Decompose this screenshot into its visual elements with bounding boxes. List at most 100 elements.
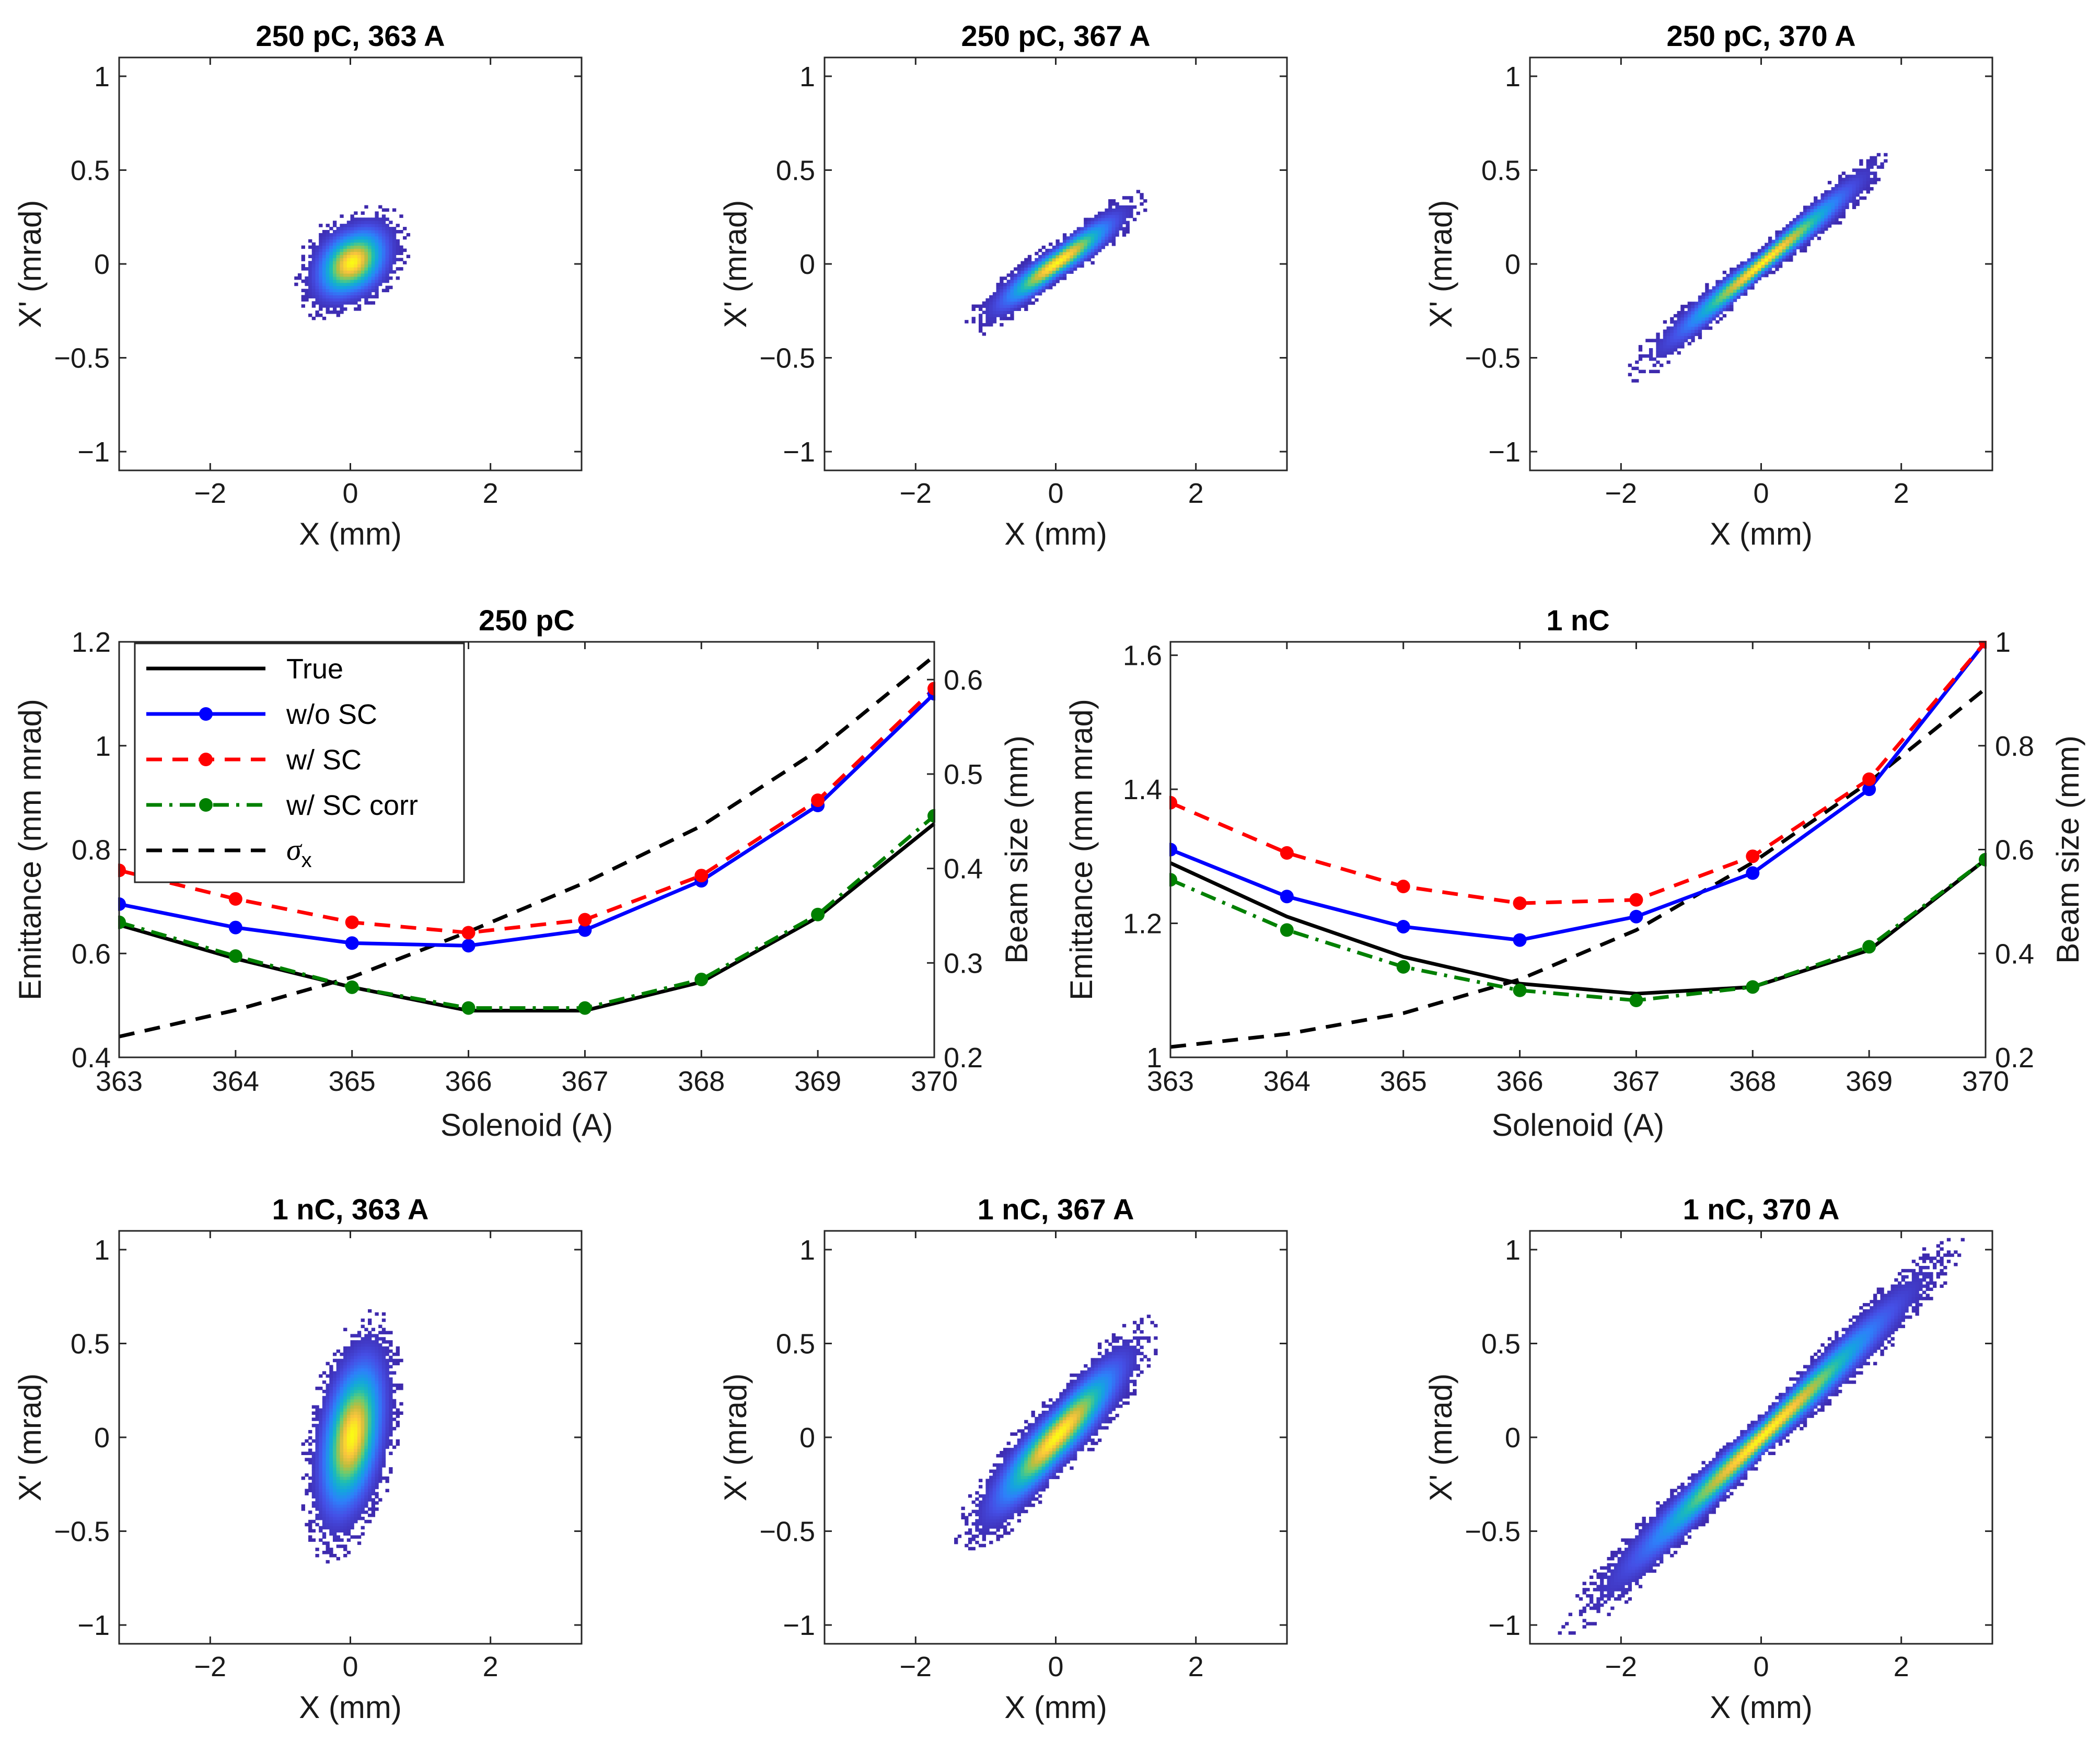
density-cell	[1045, 1445, 1049, 1448]
density-cell	[399, 1383, 403, 1387]
density-cell	[343, 1442, 347, 1446]
density-cell	[319, 1439, 323, 1443]
density-cell	[350, 1519, 354, 1524]
density-cell	[1031, 1451, 1035, 1455]
density-cell	[326, 1461, 330, 1465]
density-cell	[396, 1411, 400, 1415]
density-cell	[1638, 357, 1643, 361]
density-cell	[1049, 1451, 1053, 1455]
density-cell	[1017, 1506, 1022, 1511]
density-cell	[332, 1464, 337, 1468]
density-cell	[346, 1489, 351, 1493]
density-cell	[1066, 248, 1070, 252]
density-cell	[315, 1501, 319, 1505]
density-cell	[979, 323, 983, 327]
density-cell	[396, 1421, 400, 1424]
density-cell	[1115, 1336, 1119, 1340]
density-cell	[1820, 205, 1825, 210]
density-cell	[1852, 202, 1857, 206]
density-cell	[1143, 1336, 1147, 1340]
density-cell	[1066, 1454, 1070, 1458]
density-cell	[1014, 295, 1018, 299]
density-cell	[1000, 1482, 1004, 1485]
density-cell	[340, 1362, 344, 1366]
density-cell	[1031, 1438, 1035, 1442]
density-cell	[1845, 196, 1849, 200]
density-cell	[1027, 267, 1032, 271]
density-cell	[1006, 317, 1011, 320]
density-cell	[1628, 1569, 1632, 1573]
density-cell	[1066, 1432, 1070, 1436]
density-cell	[368, 1495, 372, 1498]
density-cell	[319, 1387, 323, 1390]
density-cell	[343, 1377, 347, 1381]
density-cell	[1020, 292, 1025, 296]
density-cell	[364, 301, 368, 305]
density-cell	[1652, 363, 1656, 367]
density-cell	[1038, 270, 1042, 274]
density-cell	[346, 1492, 351, 1496]
density-cell	[1097, 1398, 1102, 1402]
density-cell	[329, 1467, 333, 1471]
density-cell	[1673, 339, 1678, 342]
density-cell	[1635, 1560, 1639, 1564]
density-cell	[368, 1352, 372, 1356]
density-cell	[1866, 178, 1870, 181]
density-cell	[329, 1532, 333, 1536]
density-cell	[1625, 1578, 1629, 1582]
density-cell	[371, 1470, 376, 1474]
density-cell	[361, 1498, 365, 1502]
density-cell	[1747, 268, 1751, 271]
density-cell	[332, 273, 337, 277]
density-cell	[1076, 251, 1081, 256]
density-cell	[364, 1362, 368, 1366]
density-cell	[1066, 1408, 1070, 1411]
density-cell	[1849, 175, 1853, 178]
density-cell	[1136, 1352, 1141, 1355]
density-cell	[1038, 255, 1042, 259]
density-cell	[1084, 1395, 1088, 1399]
density-cell	[965, 1516, 969, 1519]
density-cell	[1090, 224, 1095, 228]
density-cell	[979, 1494, 983, 1498]
density-cell	[1660, 345, 1664, 349]
density-cell	[403, 248, 407, 252]
density-cell	[1761, 246, 1765, 250]
density-cell	[1003, 289, 1007, 293]
density-cell	[982, 1494, 987, 1498]
legend-marker	[199, 753, 213, 766]
density-cell	[1105, 1361, 1109, 1365]
density-cell	[354, 230, 358, 234]
density-cell	[346, 1479, 351, 1483]
density-cell	[368, 1476, 372, 1480]
density-cell	[1129, 208, 1133, 212]
density-cell	[336, 1507, 340, 1511]
density-cell	[1101, 214, 1105, 218]
density-cell	[1049, 1411, 1053, 1414]
density-cell	[1105, 1373, 1109, 1377]
density-cell	[979, 326, 983, 330]
density-cell	[322, 1485, 327, 1490]
density-cell	[1866, 159, 1870, 163]
density-cell	[1059, 1413, 1063, 1417]
density-cell	[1768, 255, 1772, 259]
density-cell	[343, 1414, 347, 1418]
density-cell	[1680, 314, 1685, 318]
density-cell	[308, 289, 312, 293]
density-cell	[1000, 280, 1004, 283]
density-cell	[1101, 1376, 1105, 1380]
density-cell	[322, 289, 327, 293]
density-cell	[343, 282, 347, 286]
density-cell	[1049, 261, 1053, 265]
density-cell	[1789, 230, 1793, 234]
density-cell	[1070, 1432, 1074, 1436]
density-cell	[326, 1479, 330, 1483]
density-cell	[1575, 1594, 1580, 1598]
density-cell	[1055, 264, 1060, 268]
density-cell	[1600, 1575, 1604, 1579]
density-cell	[1003, 314, 1007, 317]
density-cell	[1000, 1506, 1004, 1511]
density-cell	[1052, 1435, 1057, 1439]
density-cell	[389, 258, 393, 261]
density-cell	[992, 1522, 997, 1526]
